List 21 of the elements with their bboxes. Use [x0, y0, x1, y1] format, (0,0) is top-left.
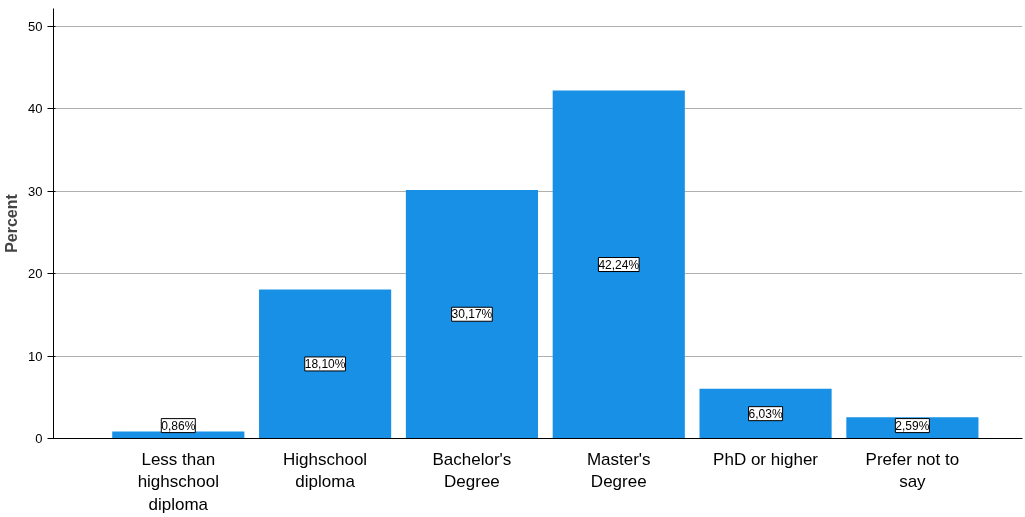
x-tick-label: Bachelor's Degree [432, 449, 512, 492]
y-tick-label: 40 [28, 101, 43, 117]
data-label: 30,17% [451, 307, 493, 322]
x-tick-label: Prefer not to say [865, 449, 960, 492]
bar [699, 388, 832, 439]
data-label: 2,59% [895, 418, 930, 433]
y-tick-label: 10 [28, 348, 43, 364]
y-axis-title: Percent [3, 193, 21, 253]
bar [405, 189, 538, 439]
y-tick-label: 0 [35, 431, 43, 446]
bar [112, 431, 245, 439]
y-tick-label: 50 [28, 19, 43, 35]
data-label: 18,10% [304, 356, 346, 371]
x-tick-label: PhD or higher [713, 449, 819, 469]
y-tick-label: 30 [28, 183, 43, 199]
bar [259, 289, 392, 439]
x-tick-label: Highschool diploma [283, 449, 368, 492]
y-tick-label: 20 [28, 266, 43, 282]
x-tick-label: Less than highschool diploma [137, 449, 219, 515]
bar [552, 90, 685, 439]
x-tick-label: Master's Degree [586, 449, 651, 492]
